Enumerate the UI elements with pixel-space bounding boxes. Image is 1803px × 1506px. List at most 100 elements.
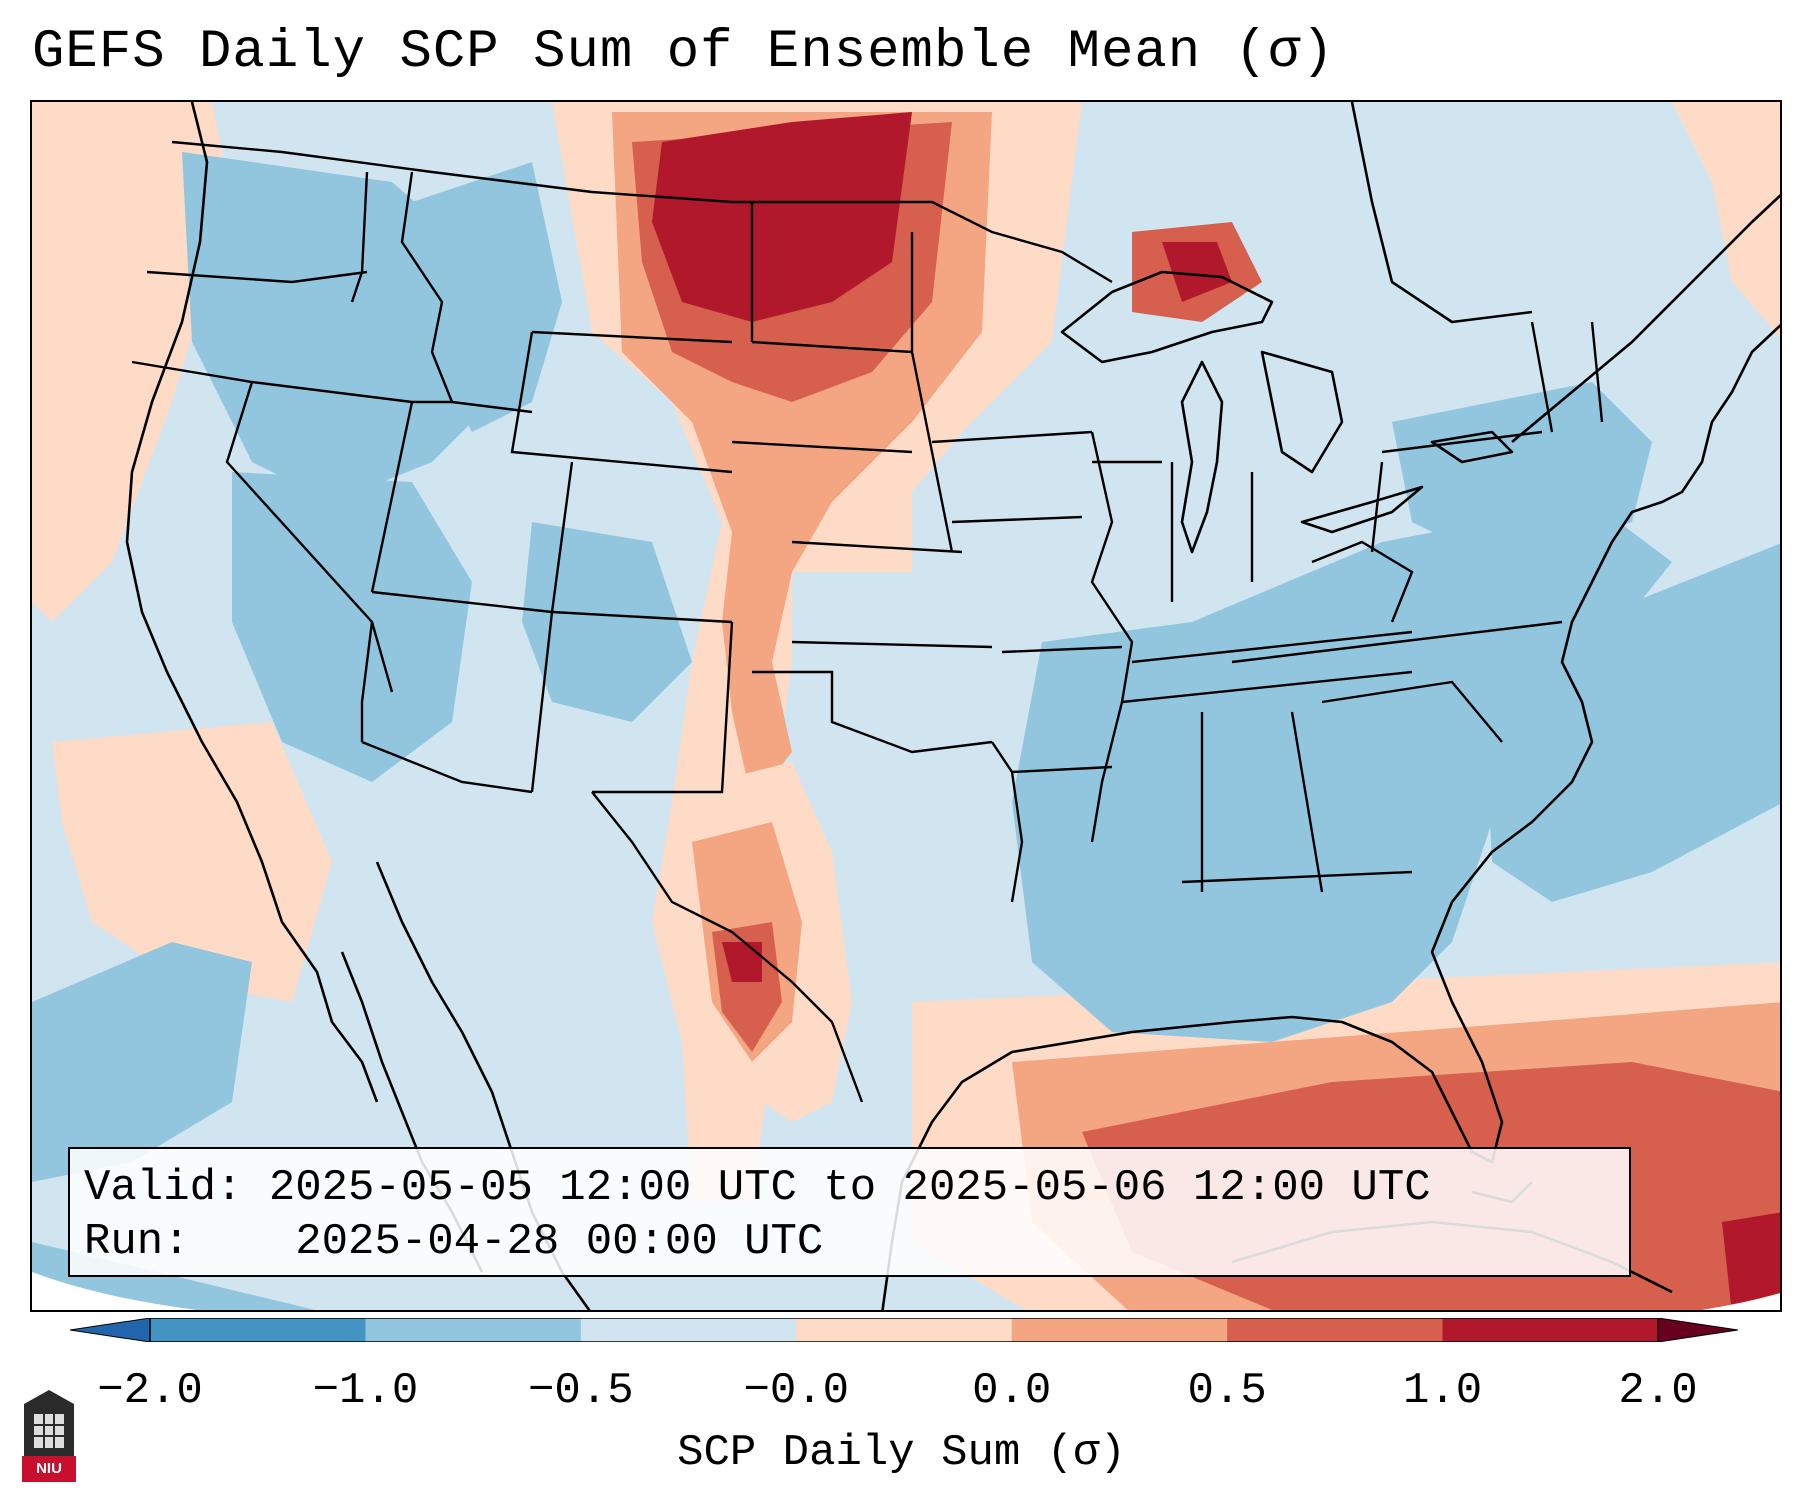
border-nd-sd bbox=[751, 340, 913, 354]
border-ca-nv bbox=[225, 381, 394, 693]
projection-edge-right bbox=[1701, 1293, 1780, 1310]
colorbar-bin bbox=[1227, 1318, 1444, 1342]
border-id-nv-ut bbox=[412, 400, 533, 414]
border-ny-new-england bbox=[1530, 321, 1554, 433]
border-vt-nh bbox=[1590, 321, 1604, 423]
region-max-red-upper-michigan bbox=[1162, 242, 1232, 302]
colorbar-label: SCP Daily Sum (σ) bbox=[677, 1428, 1126, 1478]
colorbar-tick-label: 0.5 bbox=[1187, 1366, 1267, 1416]
border-ky-tn bbox=[1131, 630, 1413, 664]
border-wa-or bbox=[146, 270, 368, 284]
colorbar-over-arrow bbox=[1657, 1318, 1738, 1342]
region-max-red-texas bbox=[722, 942, 762, 982]
west-coast bbox=[125, 102, 379, 1103]
map-field bbox=[32, 102, 1780, 1310]
map-title: GEFS Daily SCP Sum of Ensemble Mean (σ) bbox=[32, 22, 1335, 83]
region-blue-rockies bbox=[412, 162, 562, 432]
border-co-nm bbox=[551, 610, 733, 624]
border-va-nc bbox=[1231, 620, 1563, 664]
great-lakes-michigan bbox=[1180, 360, 1224, 554]
run-value: 2025-04-28 00:00 UTC bbox=[295, 1217, 824, 1267]
map-panel bbox=[30, 100, 1782, 1312]
region-blue-atlantic bbox=[1482, 543, 1780, 902]
colorbar-bin bbox=[1011, 1318, 1228, 1342]
niu-logo-text: NIU bbox=[36, 1460, 62, 1477]
border-wy-ut-co bbox=[510, 331, 733, 474]
region-blue-colorado bbox=[522, 522, 692, 722]
border-az-nm bbox=[530, 611, 554, 793]
border-tx-mexico bbox=[591, 791, 864, 1103]
colorbar-tick-label: 2.0 bbox=[1618, 1366, 1698, 1416]
canada-us-border bbox=[171, 140, 1113, 284]
colorbar bbox=[70, 1318, 1738, 1342]
border-id-mt bbox=[400, 171, 454, 403]
hudson-bay-edge bbox=[1350, 102, 1533, 324]
border-ms-river bbox=[1090, 431, 1134, 843]
border-mt-wy bbox=[531, 330, 733, 344]
border-nm-tx bbox=[592, 621, 734, 794]
border-ne-ks bbox=[791, 540, 963, 554]
region-blue-great-basin bbox=[232, 472, 472, 782]
great-lakes-erie bbox=[1300, 485, 1424, 534]
border-nc-sc bbox=[1321, 680, 1503, 743]
great-lakes-huron bbox=[1260, 350, 1344, 474]
colorbar-bin bbox=[150, 1318, 366, 1342]
colorbar-bin bbox=[580, 1318, 797, 1342]
border-ia-mo bbox=[951, 515, 1083, 524]
region-blue-northwest bbox=[182, 152, 492, 502]
great-lakes-superior bbox=[1060, 270, 1274, 364]
region-blue-ne-lobe bbox=[1392, 382, 1652, 562]
border-oh-pa bbox=[1370, 461, 1384, 553]
colorbar-tick-label: −2.0 bbox=[97, 1366, 203, 1416]
region-blue-southeast bbox=[1012, 502, 1672, 1042]
colorbar-tick-label: −0.5 bbox=[528, 1366, 634, 1416]
border-la-tx bbox=[991, 741, 1024, 903]
border-wa-id bbox=[350, 171, 369, 303]
region-light-red-pacific-sw bbox=[52, 722, 332, 1002]
border-sd-ne bbox=[731, 440, 913, 454]
valid-line: Valid: 2025-05-05 12:00 UTC to 2025-05-0… bbox=[84, 1161, 1615, 1215]
gulf-coast bbox=[881, 901, 1504, 1310]
colorbar-tick-label: 0.0 bbox=[972, 1366, 1052, 1416]
border-al-ga bbox=[1290, 711, 1324, 893]
border-ar-la bbox=[1011, 765, 1113, 774]
east-coast bbox=[1450, 323, 1780, 903]
colorbar-tick-label: −0.0 bbox=[743, 1366, 850, 1416]
projection-edge-left bbox=[32, 1272, 198, 1310]
colorbar-bin bbox=[1442, 1318, 1659, 1342]
valid-value: 2025-05-05 12:00 UTC to 2025-05-06 12:00… bbox=[268, 1163, 1431, 1213]
region-max-red-caribbean bbox=[1722, 1212, 1780, 1310]
border-pa-ny bbox=[1381, 430, 1543, 454]
border-ks-ok bbox=[791, 640, 993, 649]
border-al-fl-ga bbox=[1181, 870, 1413, 884]
valid-time-box: Valid: 2025-05-05 12:00 UTC to 2025-05-0… bbox=[68, 1147, 1631, 1277]
border-tn-al-ms bbox=[1121, 670, 1413, 704]
region-max-red-montana bbox=[652, 112, 912, 322]
border-nv-ut bbox=[370, 401, 414, 593]
niu-logo bbox=[22, 1390, 76, 1482]
negative-field bbox=[32, 152, 1780, 1310]
border-ok-tx bbox=[752, 670, 993, 754]
valid-label: Valid: bbox=[84, 1163, 243, 1213]
region-light-red-new-england bbox=[1672, 102, 1780, 338]
run-label: Run: bbox=[84, 1217, 190, 1267]
border-nd-mn bbox=[910, 232, 954, 553]
colorbar-tick-label: −1.0 bbox=[312, 1366, 419, 1416]
st-lawrence bbox=[1511, 193, 1780, 443]
border-ca-az bbox=[360, 621, 374, 742]
run-line: Run: 2025-04-28 00:00 UTC bbox=[84, 1215, 1615, 1269]
border-ut-az bbox=[371, 590, 553, 614]
colorbar-bins bbox=[149, 1318, 1659, 1342]
colorbar-under-arrow bbox=[70, 1318, 151, 1342]
region-blue-pacific-sw bbox=[32, 942, 252, 1182]
colorbar-bin bbox=[796, 1318, 1013, 1342]
border-az-mexico bbox=[361, 740, 533, 794]
border-mo-ar bbox=[1001, 645, 1123, 654]
border-ut-co bbox=[550, 461, 574, 613]
political-borders bbox=[131, 140, 1604, 1103]
border-wv bbox=[1311, 540, 1414, 623]
logo-banner bbox=[22, 1456, 76, 1482]
colorbar-bin bbox=[365, 1318, 582, 1342]
colorbar-tick-label: 1.0 bbox=[1402, 1366, 1483, 1416]
border-mn-ia bbox=[931, 430, 1093, 444]
